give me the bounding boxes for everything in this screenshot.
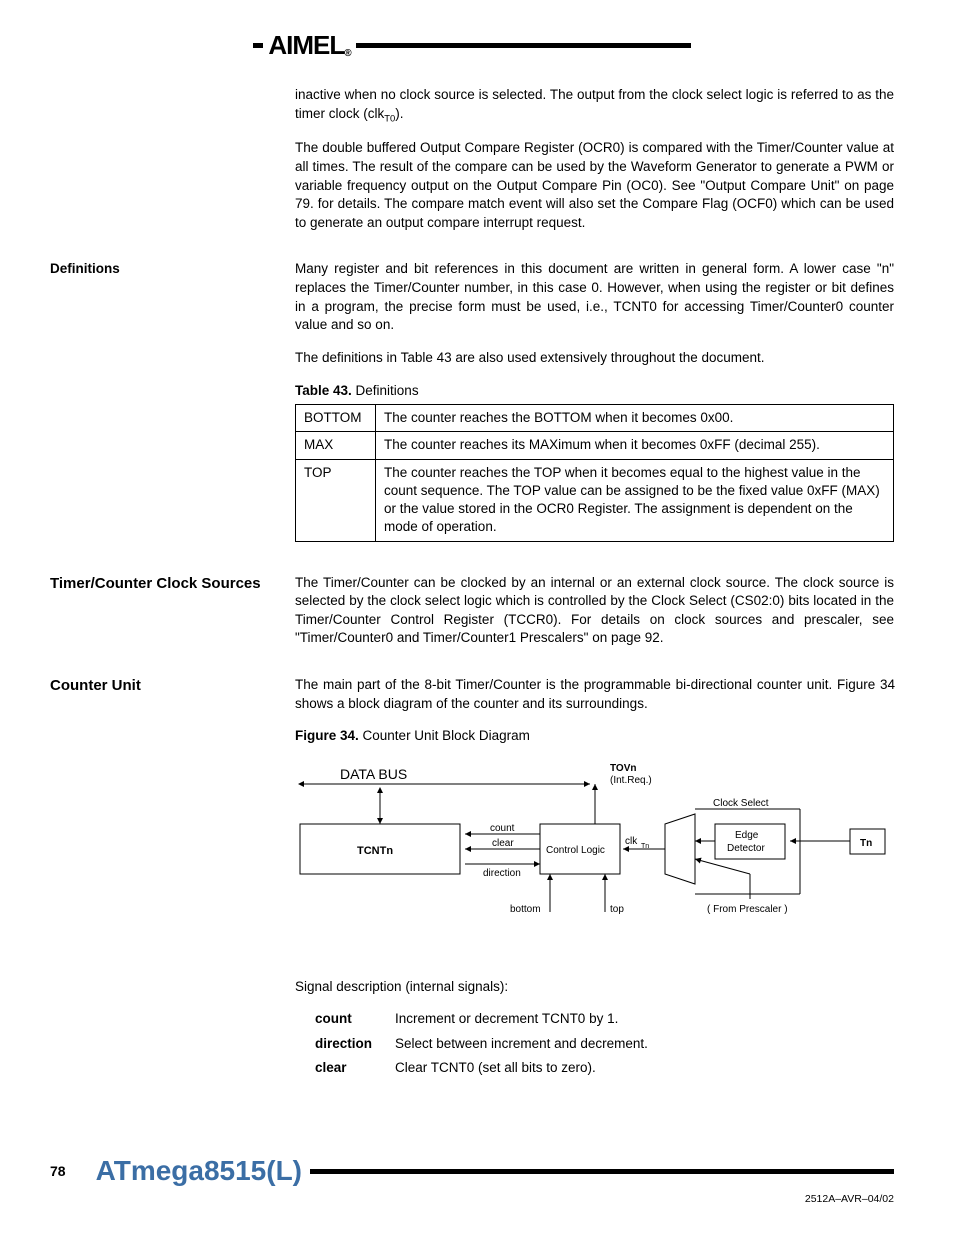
databus-label: DATA BUS bbox=[340, 766, 407, 782]
definitions-section: Definitions Many register and bit refere… bbox=[50, 260, 894, 559]
svg-text:count: count bbox=[490, 823, 515, 834]
svg-text:top: top bbox=[610, 904, 624, 915]
table-row: TOPThe counter reaches the TOP when it b… bbox=[296, 459, 894, 541]
clock-sources-section: Timer/Counter Clock Sources The Timer/Co… bbox=[50, 574, 894, 663]
counter-unit-diagram: DATA BUS TCNTn Control Logic count clear… bbox=[295, 754, 895, 960]
logo-bar-right bbox=[356, 43, 691, 48]
svg-text:bottom: bottom bbox=[510, 904, 541, 915]
svg-text:Tn: Tn bbox=[641, 843, 649, 850]
svg-text:Edge: Edge bbox=[735, 830, 759, 841]
svg-text:TCNTn: TCNTn bbox=[357, 845, 393, 857]
header-logo: AIMEL® bbox=[50, 30, 894, 61]
intro-block: inactive when no clock source is selecte… bbox=[50, 86, 894, 246]
page-number: 78 bbox=[50, 1163, 66, 1179]
signal-row: countIncrement or decrement TCNT0 by 1. bbox=[315, 1010, 895, 1029]
table-caption: Table 43. Definitions bbox=[295, 382, 894, 401]
svg-text:TOVn: TOVn bbox=[610, 763, 636, 774]
counter-unit-p: The main part of the 8-bit Timer/Counter… bbox=[295, 676, 895, 713]
clock-sources-p: The Timer/Counter can be clocked by an i… bbox=[295, 574, 894, 649]
counter-unit-label: Counter Unit bbox=[50, 676, 295, 1084]
footer-docid: 2512A–AVR–04/02 bbox=[50, 1193, 894, 1205]
clock-sources-label: Timer/Counter Clock Sources bbox=[50, 574, 295, 663]
footer-bar bbox=[310, 1169, 894, 1174]
svg-text:Tn: Tn bbox=[860, 838, 872, 849]
definitions-p2: The definitions in Table 43 are also use… bbox=[295, 349, 894, 368]
definitions-table: BOTTOMThe counter reaches the BOTTOM whe… bbox=[295, 404, 894, 541]
svg-text:( From Prescaler ): ( From Prescaler ) bbox=[707, 904, 788, 915]
signal-intro: Signal description (internal signals): bbox=[295, 978, 895, 997]
footer-title: ATmega8515(L) bbox=[96, 1155, 302, 1187]
svg-text:Control Logic: Control Logic bbox=[546, 845, 605, 856]
table-row: BOTTOMThe counter reaches the BOTTOM whe… bbox=[296, 405, 894, 432]
svg-text:clear: clear bbox=[492, 838, 514, 849]
svg-text:direction: direction bbox=[483, 868, 521, 879]
signal-row: directionSelect between increment and de… bbox=[315, 1035, 895, 1054]
figure-caption: Figure 34. Counter Unit Block Diagram bbox=[295, 727, 895, 746]
definitions-p1: Many register and bit references in this… bbox=[295, 260, 894, 335]
page-footer: 78 ATmega8515(L) 2512A–AVR–04/02 bbox=[50, 1155, 894, 1205]
svg-text:(Int.Req.): (Int.Req.) bbox=[610, 775, 652, 786]
definitions-label: Definitions bbox=[50, 260, 295, 559]
logo-bar-left bbox=[253, 43, 263, 48]
svg-text:Detector: Detector bbox=[727, 843, 765, 854]
table-row: MAXThe counter reaches its MAXimum when … bbox=[296, 432, 894, 459]
signal-row: clearClear TCNT0 (set all bits to zero). bbox=[315, 1059, 895, 1078]
counter-unit-section: Counter Unit The main part of the 8-bit … bbox=[50, 676, 894, 1084]
intro-p2: The double buffered Output Compare Regis… bbox=[295, 139, 894, 232]
svg-text:clk: clk bbox=[625, 836, 638, 847]
intro-p1: inactive when no clock source is selecte… bbox=[295, 86, 894, 125]
logo-text: AIMEL® bbox=[268, 30, 350, 61]
svg-text:Clock Select: Clock Select bbox=[713, 798, 769, 809]
